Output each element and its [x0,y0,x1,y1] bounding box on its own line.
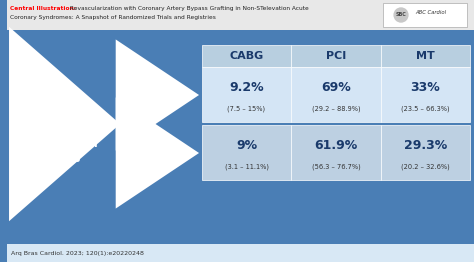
Text: (56.3 – 76.7%): (56.3 – 76.7%) [311,163,360,170]
Bar [381,125,470,180]
Text: Revascularization with Coronary Artery Bypass Grafting in Non-STelevation Acute: Revascularization with Coronary Artery B… [68,6,309,11]
Bar [291,67,381,122]
Text: CABG: CABG [229,51,264,61]
Bar [7,244,474,262]
Text: N=21,615: N=21,615 [143,148,171,152]
Bar [7,0,474,30]
Bar [202,125,291,180]
Bar [202,45,291,67]
Text: (23.5 – 66.3%): (23.5 – 66.3%) [401,105,450,112]
Text: (29.2 – 88.9%): (29.2 – 88.9%) [311,105,360,112]
Bar [291,45,381,67]
Bar [383,3,467,27]
Text: PCI: PCI [326,51,346,61]
Text: Coronary Syndromes: A Snapshot of Randomized Trials and Registries: Coronary Syndromes: A Snapshot of Random… [10,15,216,20]
Text: 61.9%: 61.9% [314,139,357,152]
Bar [381,67,470,122]
Text: Arq Bras Cardiol. 2023; 120(1):e20220248: Arq Bras Cardiol. 2023; 120(1):e20220248 [11,250,145,255]
Text: (3.1 – 11.1%): (3.1 – 11.1%) [225,163,268,170]
Text: Central Illustration:: Central Illustration: [10,6,77,11]
Text: N=200,296: N=200,296 [141,90,172,95]
Bar [381,45,470,67]
Text: RCT Data: RCT Data [137,138,176,146]
Bar [202,67,291,122]
Text: 9.2%: 9.2% [229,81,264,94]
Text: SBC: SBC [396,13,406,18]
Circle shape [394,8,408,22]
Text: Registries: Registries [135,79,178,89]
Bar [291,125,381,180]
Text: (20.2 – 32.6%): (20.2 – 32.6%) [401,163,450,170]
Text: 69%: 69% [321,81,351,94]
Text: Management
of patients with
NSTE-ACS: Management of patients with NSTE-ACS [10,124,98,164]
Text: MT: MT [416,51,435,61]
Text: (7.5 – 15%): (7.5 – 15%) [228,105,265,112]
Text: ABC Cardiol: ABC Cardiol [415,10,446,15]
Text: 9%: 9% [236,139,257,152]
Text: 29.3%: 29.3% [404,139,447,152]
Text: 33%: 33% [410,81,440,94]
